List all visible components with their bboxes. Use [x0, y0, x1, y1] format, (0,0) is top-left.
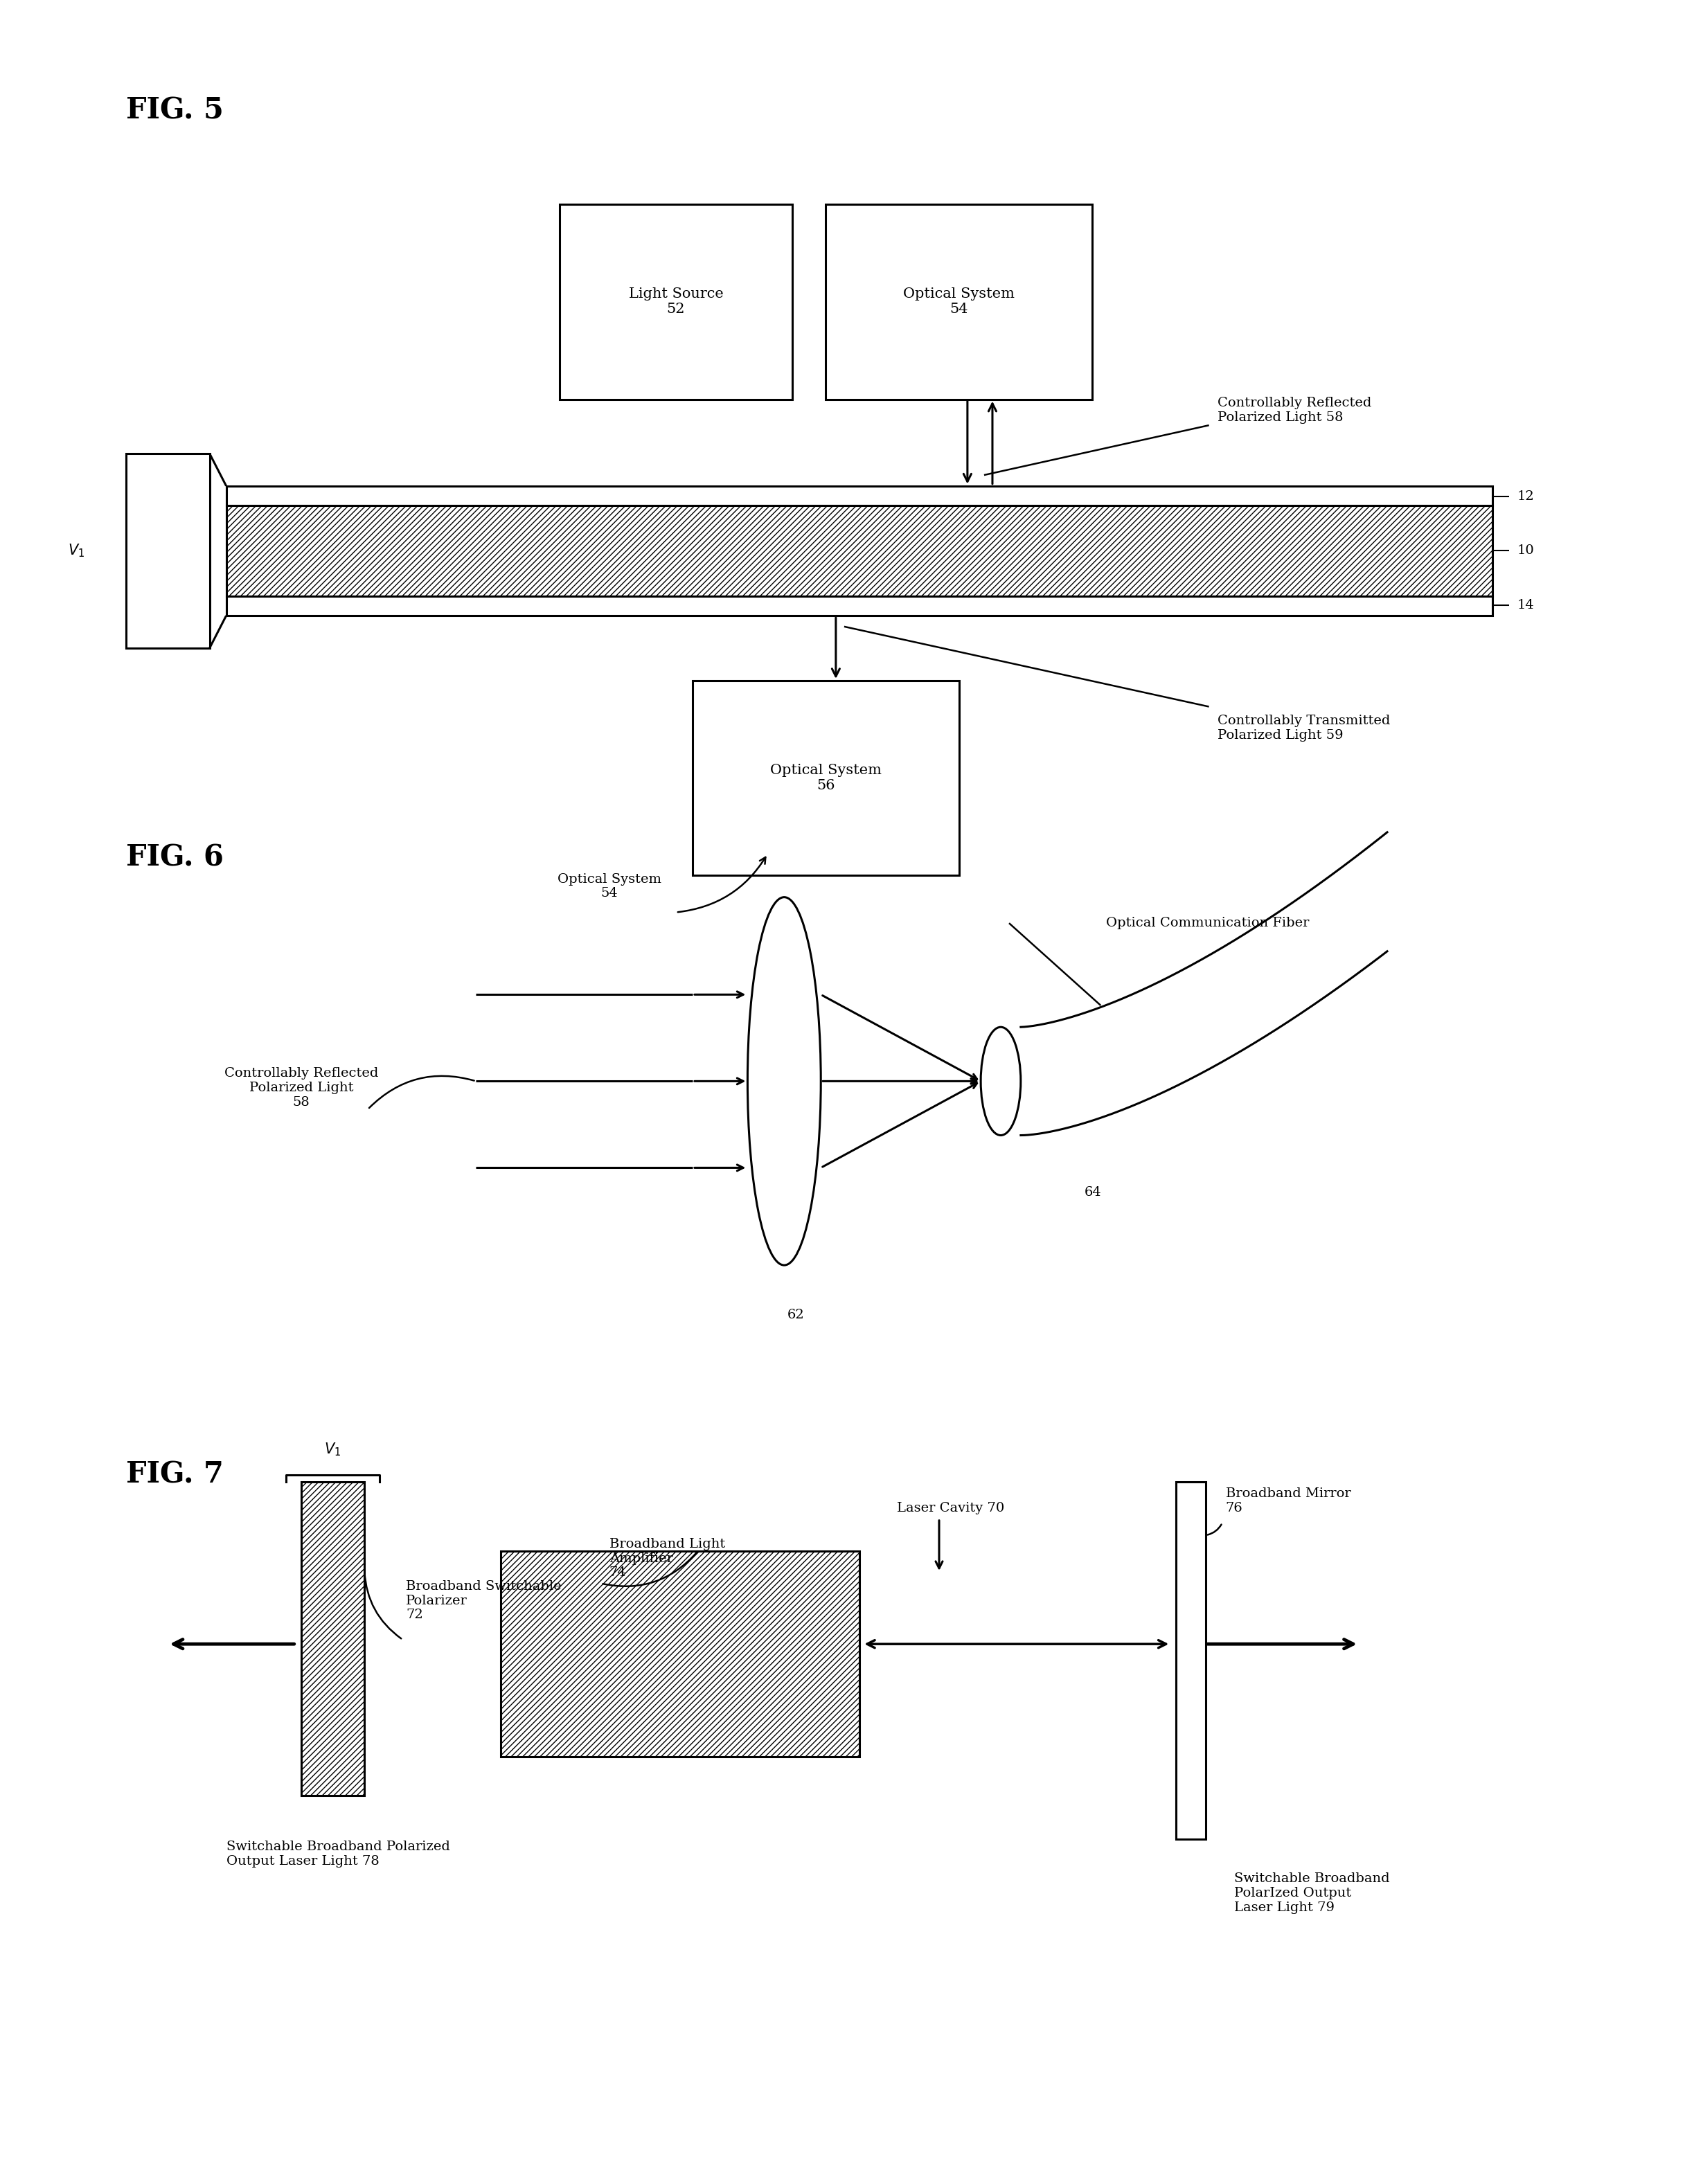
Text: 10: 10 [1517, 544, 1535, 557]
Bar [126, 454, 209, 649]
Text: Switchable Broadband
PolarIzed Output
Laser Light 79: Switchable Broadband PolarIzed Output La… [1233, 1872, 1390, 1913]
Text: Optical System
56: Optical System 56 [770, 764, 881, 793]
Text: FIG. 5: FIG. 5 [126, 96, 224, 124]
Text: Broadband Mirror
76: Broadband Mirror 76 [1225, 1487, 1351, 1514]
Text: Optical System
54: Optical System 54 [558, 874, 661, 900]
Text: Switchable Broadband Polarized
Output Laser Light 78: Switchable Broadband Polarized Output La… [226, 1841, 450, 1867]
Text: Controllably Transmitted
Polarized Light 59: Controllably Transmitted Polarized Light… [1217, 714, 1390, 743]
Bar [226, 485, 1493, 505]
Bar [559, 205, 792, 400]
Text: Optical Communication Fiber: Optical Communication Fiber [1105, 917, 1309, 930]
Text: Broadband Light
Amplifier
74: Broadband Light Amplifier 74 [610, 1538, 725, 1579]
Bar [693, 681, 959, 876]
Text: 14: 14 [1517, 598, 1535, 612]
Text: Controllably Reflected
Polarized Light
58: Controllably Reflected Polarized Light 5… [224, 1068, 377, 1107]
Ellipse shape [748, 898, 821, 1265]
Text: $V_1$: $V_1$ [67, 542, 84, 559]
Text: FIG. 7: FIG. 7 [126, 1461, 224, 1489]
Text: FIG. 6: FIG. 6 [126, 843, 224, 871]
Text: 62: 62 [787, 1308, 804, 1321]
Text: 12: 12 [1517, 491, 1535, 502]
Text: $V_1$: $V_1$ [325, 1441, 340, 1459]
Text: 64: 64 [1083, 1186, 1102, 1199]
Ellipse shape [981, 1026, 1021, 1136]
Text: Light Source
52: Light Source 52 [629, 288, 723, 317]
Bar [302, 1481, 364, 1795]
Text: Optical System
54: Optical System 54 [903, 288, 1014, 317]
Bar [226, 596, 1493, 616]
Bar [826, 205, 1092, 400]
Text: Controllably Reflected
Polarized Light 58: Controllably Reflected Polarized Light 5… [1217, 397, 1372, 424]
Bar [1176, 1481, 1206, 1839]
Bar [500, 1551, 859, 1756]
Text: Laser Cavity 70: Laser Cavity 70 [896, 1503, 1004, 1514]
Bar [226, 505, 1493, 596]
Text: Broadband Switchable
Polarizer
72: Broadband Switchable Polarizer 72 [406, 1579, 561, 1621]
